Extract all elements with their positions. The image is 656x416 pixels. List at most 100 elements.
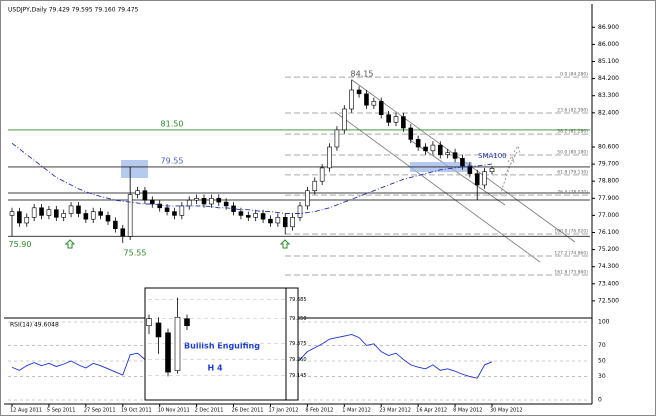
x-tick-label: 10 Nov 2011: [158, 408, 190, 414]
candle-body: [260, 213, 266, 220]
candle-body: [157, 203, 162, 209]
x-tick-label: 8 May 2012: [453, 408, 482, 414]
candle-body: [438, 144, 443, 155]
y-tick-label: 83.300: [598, 92, 619, 99]
x-tick-label: 5 Sep 2011: [47, 408, 76, 414]
y-tick-label: 75.200: [598, 246, 619, 253]
candle-body: [401, 116, 406, 129]
candle-body: [364, 93, 369, 106]
candle-body: [430, 144, 436, 152]
sma-line: [11, 142, 493, 214]
candle-body: [393, 116, 399, 123]
inset-tick-label: 79.550: [289, 316, 307, 322]
fib-label: 38.2 (81.280): [557, 129, 588, 135]
candle-body: [253, 213, 258, 218]
candle-body: [489, 168, 495, 172]
y-tick-label: 86.900: [598, 24, 619, 31]
candle-body: [165, 332, 171, 373]
candle-body: [209, 198, 214, 205]
y-tick-label: 78.800: [598, 178, 619, 185]
y-tick-label: 74.300: [598, 263, 619, 270]
inset-frame: [144, 287, 299, 401]
candle-body: [297, 205, 303, 218]
y-tick-label: 82.400: [598, 109, 619, 116]
candle-body: [327, 146, 332, 169]
y-tick-label: 86.000: [598, 41, 619, 48]
y-tick-label: 72.500: [598, 297, 619, 304]
candle-body: [201, 198, 207, 205]
candle-body: [445, 152, 450, 155]
rsi-title: RSI(14) 49.6048: [10, 322, 59, 329]
candle-body: [146, 318, 152, 327]
rsi-tick-label: 0: [598, 397, 602, 404]
main-panel: 86.900 86.000 85.100 84.200 83.300 82.400 80.6…: [8, 24, 619, 414]
x-tick-label: 30 May 2012: [490, 408, 523, 414]
candle-body: [356, 89, 362, 95]
candle-body: [179, 205, 185, 216]
candle-body: [172, 211, 177, 216]
x-tick-label: 23 Mar 2012: [379, 408, 411, 414]
y-tick-label: 85.100: [598, 58, 619, 65]
candle-body: [216, 198, 222, 203]
candle-body: [61, 213, 66, 218]
candle-body: [46, 209, 52, 216]
rsi-tick-label: 100: [598, 319, 610, 326]
candle-body: [319, 167, 325, 182]
inset-tick-label: 79.260: [289, 357, 307, 363]
inset-panel: Bullish Engulfing H 4 79.685 79.550 79.375…: [144, 287, 307, 401]
level-label: 81.50: [161, 119, 184, 128]
candle-body: [238, 211, 244, 216]
candle-body: [120, 228, 126, 237]
candle-body: [76, 205, 81, 214]
highlight-zone: [121, 160, 148, 178]
inset-tick-label: 79.685: [289, 297, 307, 303]
candle-body: [408, 127, 414, 140]
projection-arrow: [504, 144, 521, 176]
candle-body: [186, 199, 192, 207]
candle-body: [386, 114, 391, 123]
candle-body: [268, 218, 273, 224]
rsi-tick-label: 30: [598, 373, 606, 380]
candle-body: [275, 217, 281, 224]
candle-body: [135, 190, 140, 195]
x-tick-label: 19 Oct 2011: [121, 408, 152, 414]
candle-body: [155, 322, 162, 338]
candle-body: [113, 220, 118, 230]
y-tick-label: 76.100: [598, 229, 619, 236]
y-tick-label: 77.900: [598, 195, 619, 202]
channel-line: [334, 111, 541, 263]
fib-label: 100.0 (76.020): [554, 229, 588, 235]
fib-label: 161.8 (73.860): [554, 270, 588, 276]
rsi-panel: 100 70 50 30 0: [8, 319, 610, 404]
candle-body: [231, 205, 236, 212]
level-label: 75.90: [9, 240, 32, 249]
x-tick-label: 1 Mar 2012: [342, 408, 371, 414]
candle-body: [17, 211, 22, 224]
candle-body: [98, 211, 103, 216]
x-tick-label: 8 Feb 2012: [305, 408, 333, 414]
fib-label: 50.0 (80.180): [557, 149, 588, 155]
candle-body: [474, 173, 480, 186]
x-tick-label: 17 Jan 2012: [268, 408, 298, 414]
candle-body: [68, 205, 74, 214]
candle-body: [290, 217, 295, 228]
candle-body: [378, 101, 384, 116]
candle-body: [482, 171, 487, 186]
inset-tick-label: 79.375: [289, 341, 307, 347]
y-tick-label: 77.000: [598, 212, 619, 219]
candle-body: [452, 152, 458, 159]
candle-body: [334, 129, 340, 148]
candle-body: [105, 215, 111, 222]
up-arrow: [64, 239, 76, 249]
y-tick-label: 79.700: [598, 161, 619, 168]
candle-body: [54, 209, 59, 218]
inset-tick-label: 79.145: [289, 373, 307, 379]
candle-body: [174, 316, 181, 372]
fib-label: 76.4 (78.070): [557, 190, 588, 196]
up-arrow: [279, 239, 291, 249]
candle-body: [39, 207, 44, 216]
x-tick-label: 16 Apr 2012: [416, 408, 447, 414]
candle-body: [423, 146, 428, 152]
projection-arrow: [499, 154, 515, 196]
